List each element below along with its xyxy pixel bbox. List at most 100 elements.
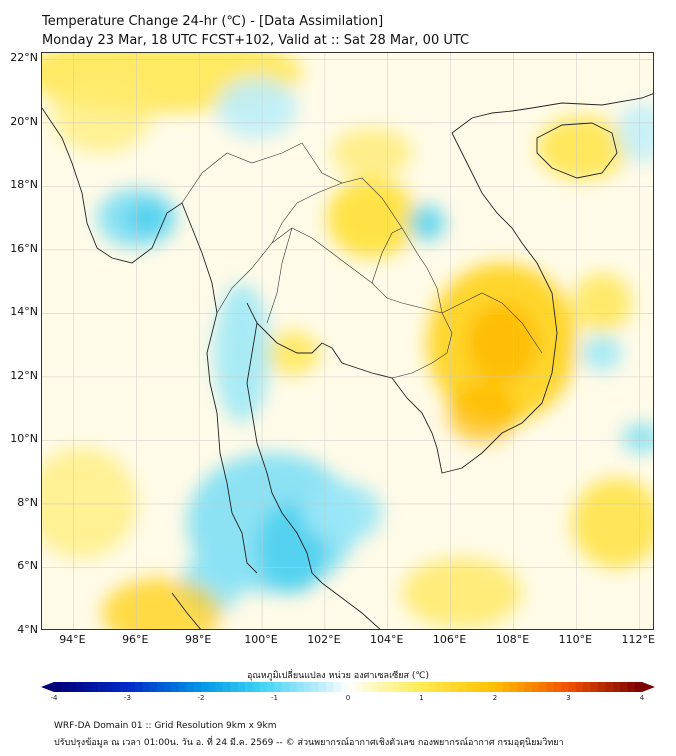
colorbar-segment [355,682,363,692]
lon-tick-label: 108°E [495,633,530,646]
colorbar-segment [83,682,92,692]
colorbar-segment [267,682,275,692]
map-title: Temperature Change 24-hr (℃) - [Data Ass… [42,12,469,50]
colorbar-segment [252,682,261,692]
footer-update-info: ปรับปรุงข้อมูล ณ เวลา 01:00น. วัน อ. ที่… [54,738,564,748]
colorbar-tick-label: 0 [345,694,351,702]
colorbar-segment [370,682,378,692]
colorbar-segment [149,682,158,692]
country-borders [181,142,543,379]
colorbar-segment [524,682,533,692]
lon-tick-label: 96°E [122,633,149,646]
lat-tick-label: 18°N [10,178,38,192]
colorbar-segment [223,682,231,692]
footer-model-info: WRF-DA Domain 01 :: Grid Resolution 9km … [54,721,277,731]
colorbar-tick-label: -1 [271,694,278,702]
lat-tick-label: 22°N [10,51,38,65]
title-line-1: Temperature Change 24-hr (℃) - [Data Ass… [42,14,384,29]
colorbar-segment [568,682,577,692]
colorbar-segment [465,682,474,692]
colorbar-segment [281,682,290,692]
colorbar-segment [142,682,150,692]
colorbar-segment [245,682,253,692]
colorbar-segment [318,682,327,692]
colorbar-segment [634,682,643,692]
colorbar-segment [289,682,297,692]
colorbar-segment [384,682,393,692]
colorbar-segment [230,682,239,692]
colorbar-segment [362,682,371,692]
colorbar-segment [480,682,488,692]
colorbar-segment [193,682,202,692]
colorbar [41,682,655,692]
colorbar-segment [531,682,540,692]
colorbar-segment [458,682,466,692]
colorbar-segment [509,682,518,692]
colorbar-segment [296,682,305,692]
lat-tick-label: 4°N [17,623,38,636]
lat-tick-label: 6°N [17,559,38,573]
colorbar-segment [517,682,525,692]
lat-tick-label: 14°N [10,305,38,319]
colorbar-segment [215,682,224,692]
colorbar-segment [112,682,121,692]
colorbar-segment [186,682,194,692]
temperature-change-map [42,53,653,629]
coastlines [42,93,653,629]
colorbar-segment [583,682,591,692]
colorbar-segment [406,682,415,692]
lon-tick-label: 98°E [184,633,212,646]
lat-tick-label: 12°N [10,368,38,382]
colorbar-segment [208,682,216,692]
colorbar-segment [546,682,555,692]
colorbar-segment [450,682,459,692]
colorbar-segment [171,682,180,692]
colorbar-segment [61,682,69,692]
lon-tick-label: 94°E [59,633,86,646]
colorbar-segment [414,682,422,692]
colorbar-segment [627,682,635,692]
lon-tick-label: 106°E [432,633,467,646]
colorbar-segment [597,682,606,692]
colorbar-segment [311,682,319,692]
lon-tick-label: 102°E [307,633,341,646]
colorbar-segment [120,682,128,692]
colorbar-segment [590,682,599,692]
colorbar-segment [348,682,356,692]
colorbar-segment [502,682,510,692]
colorbar-segment [127,682,136,692]
lon-tick-label: 112°E [621,633,655,646]
colorbar-segment [340,682,349,692]
lon-tick-label: 100°E [244,633,278,646]
colorbar-segment [98,682,106,692]
colorbar-segment [178,682,187,692]
colorbar-segment [495,682,503,692]
colorbar-segment [443,682,452,692]
colorbar-segment [428,682,437,692]
colorbar-segment [325,682,334,692]
colorbar-segment [472,682,481,692]
colorbar-min-arrow [41,682,54,692]
colorbar-segment [333,682,341,692]
map-panel[interactable] [41,52,654,630]
colorbar-segment [377,682,386,692]
colorbar-segment [612,682,621,692]
colorbar-segment [90,682,99,692]
colorbar-segment [76,682,84,692]
colorbar-segment [553,682,562,692]
colorbar-segment [237,682,246,692]
colorbar-max-arrow [642,682,655,692]
colorbar-tick-label: 2 [492,694,498,702]
colorbar-segment [561,682,569,692]
lat-tick-label: 16°N [10,241,38,255]
colorbar-segment [274,682,283,692]
colorbar-segment [54,682,62,692]
colorbar-segment [259,682,268,692]
colorbar-segment [134,682,143,692]
colorbar-segment [105,682,114,692]
temperature-field [42,53,653,629]
colorbar-tick-label: -3 [124,694,131,702]
colorbar-segment [201,682,209,692]
colorbar-tick-label: 1 [419,694,424,702]
colorbar-segment [575,682,584,692]
